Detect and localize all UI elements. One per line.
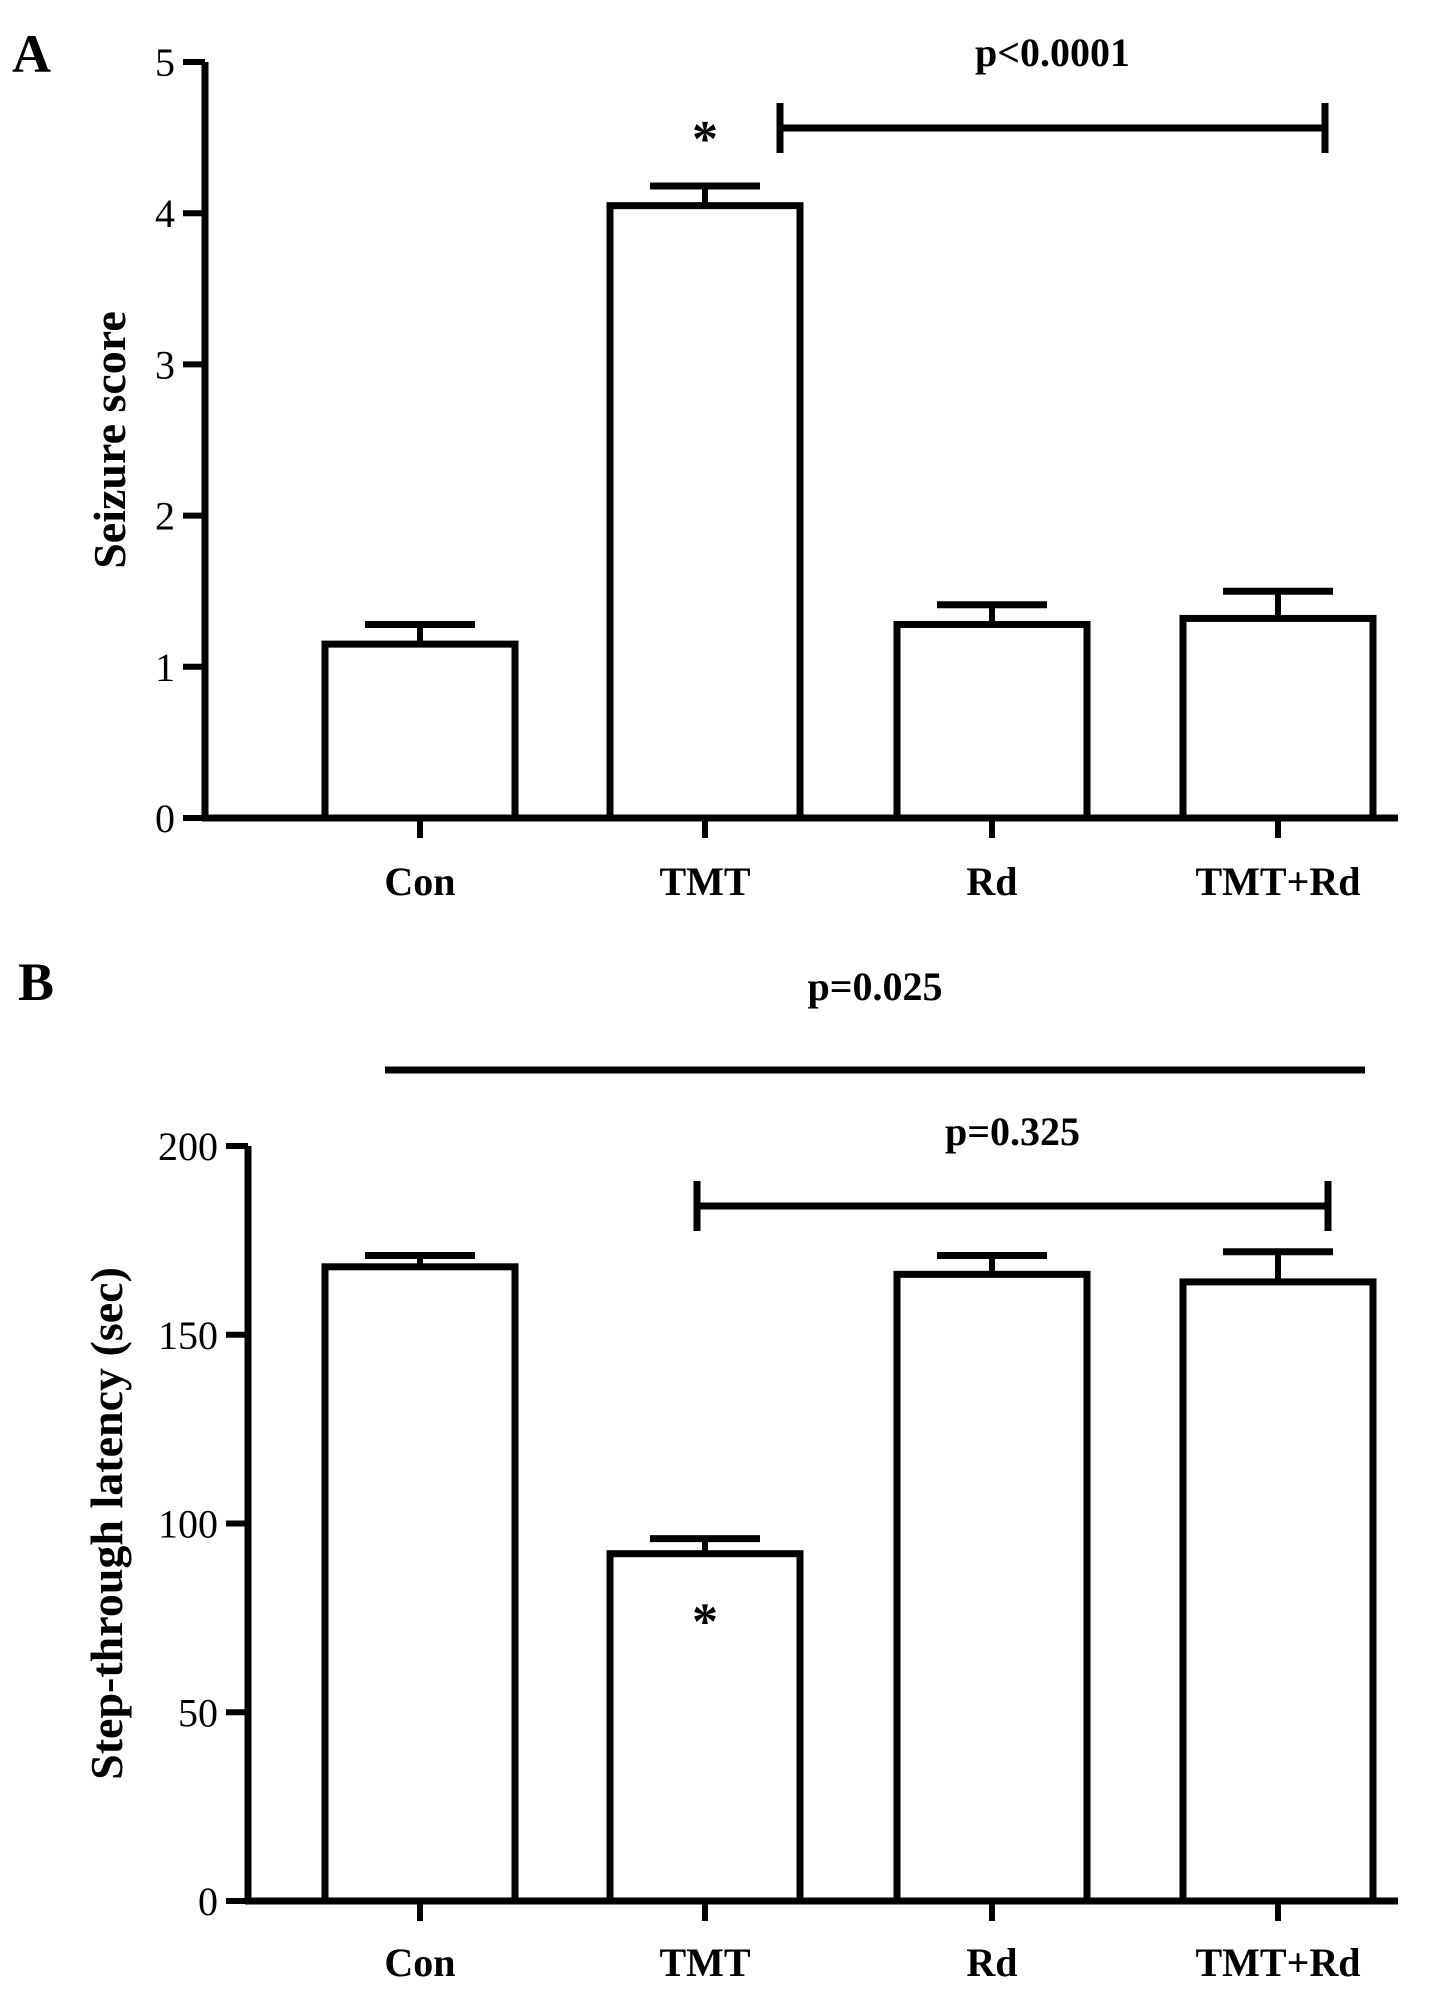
- bar-tmt-rd: [1179, 1278, 1377, 1905]
- x-tick-label: TMT: [659, 859, 750, 904]
- x-tick-label: Con: [384, 859, 455, 904]
- chart-panel-a: A 0 1 2 3 4 5 Seizure score Con TMT Rd TMT+Rd * p<0.0…: [12, 24, 1398, 904]
- x-tick-label: Con: [384, 1940, 455, 1985]
- y-axis-title: Seizure score: [84, 311, 135, 569]
- y-tick-label: 200: [158, 1124, 218, 1169]
- y-tick-label: 3: [155, 342, 175, 387]
- y-tick-label: 4: [155, 191, 175, 236]
- y-tick-label: 5: [155, 40, 175, 85]
- panel-label: A: [12, 24, 51, 84]
- chart-panel-b: B 0 50 100 150 200 Step-through latency (sec) C…: [18, 952, 1398, 1985]
- bar-rd: [893, 1270, 1091, 1905]
- bar-tmt: [606, 1550, 804, 1905]
- y-axis-title: Step-through latency (sec): [81, 1267, 132, 1780]
- y-tick-label: 0: [198, 1879, 218, 1924]
- x-tick-label: TMT+Rd: [1195, 1940, 1360, 1985]
- y-tick-label: 50: [178, 1690, 218, 1735]
- bar-con: [321, 1263, 519, 1905]
- bar-tmt-rd: [1179, 614, 1377, 822]
- p-value-label: p=0.325: [945, 1109, 1080, 1154]
- p-value-label: p=0.025: [807, 964, 942, 1009]
- x-tick-label: TMT: [659, 1940, 750, 1985]
- significance-star: *: [692, 111, 718, 168]
- x-tick-label: Rd: [966, 859, 1017, 904]
- x-tick-label: Rd: [966, 1940, 1017, 1985]
- p-value-label: p<0.0001: [975, 30, 1130, 75]
- bar-con: [321, 640, 519, 822]
- bar-tmt: [606, 202, 804, 822]
- bar-rd: [893, 620, 1091, 822]
- y-tick-label: 150: [158, 1313, 218, 1358]
- y-tick-label: 0: [155, 796, 175, 841]
- x-tick-label: TMT+Rd: [1195, 859, 1360, 904]
- panel-label: B: [18, 952, 54, 1012]
- y-tick-label: 100: [158, 1502, 218, 1547]
- y-tick-label: 2: [155, 494, 175, 539]
- significance-star: *: [692, 1594, 718, 1651]
- y-tick-label: 1: [155, 645, 175, 690]
